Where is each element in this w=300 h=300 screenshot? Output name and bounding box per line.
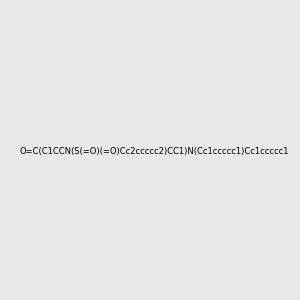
Text: O=C(C1CCN(S(=O)(=O)Cc2ccccc2)CC1)N(Cc1ccccc1)Cc1ccccc1: O=C(C1CCN(S(=O)(=O)Cc2ccccc2)CC1)N(Cc1cc… (19, 147, 289, 156)
